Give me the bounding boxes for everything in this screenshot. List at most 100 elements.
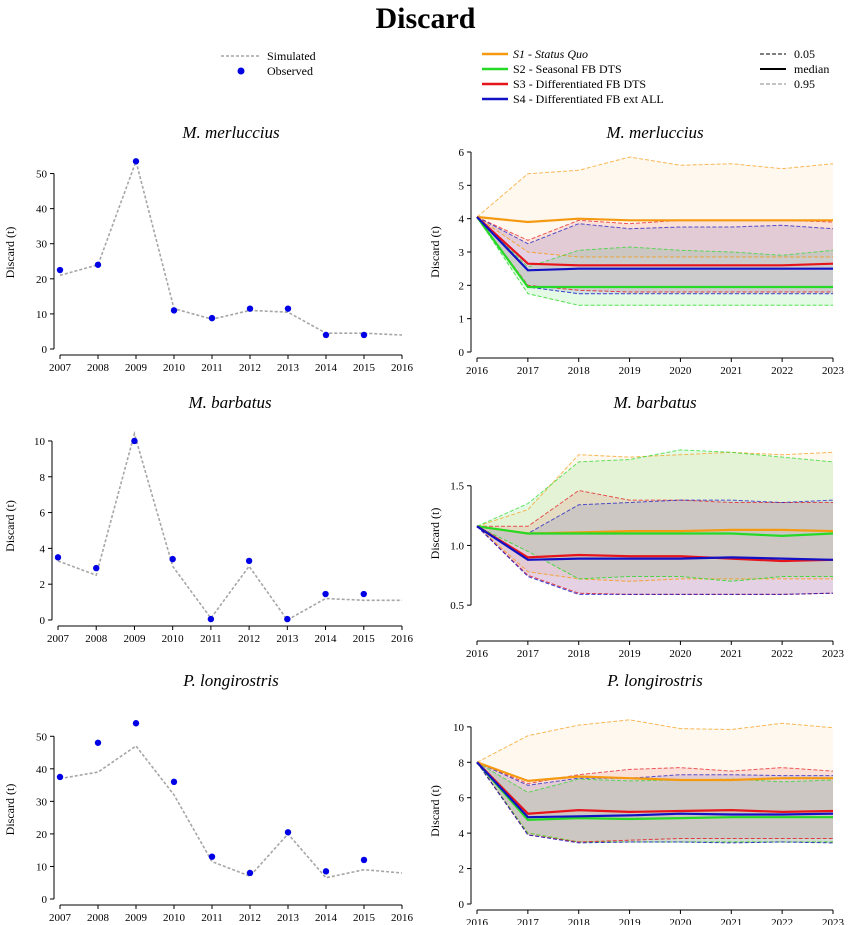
- y-tick-label: 8: [459, 757, 465, 769]
- chart-panel-barbatus-history: M. barbatus 0 2 4 6 8 10 Discard (t) 2007 2008 200…: [3, 393, 414, 645]
- x-tick-label: 2020: [669, 365, 692, 377]
- y-tick-label: 0: [42, 894, 48, 906]
- observed-point: [56, 266, 64, 274]
- x-tick-label: 2013: [276, 633, 299, 645]
- uncertainty-band: [477, 217, 833, 294]
- x-tick-label: 2007: [49, 362, 72, 374]
- median-line: [476, 761, 833, 822]
- x-tick-label: 2008: [87, 912, 110, 924]
- observed-point: [360, 590, 367, 598]
- observed-point: [360, 856, 368, 864]
- panel-title: M. barbatus: [612, 393, 697, 412]
- x-tick-label: 2020: [669, 917, 692, 925]
- x-tick-label: 2017: [517, 648, 540, 660]
- panel-title: P. longirostris: [182, 671, 279, 690]
- q05-line: [476, 762, 834, 844]
- observed-point: [94, 739, 102, 746]
- q95-line: [476, 761, 834, 785]
- q95-line: [476, 761, 834, 793]
- y-tick-label: 1: [459, 314, 465, 326]
- y-tick-label: 50: [36, 169, 48, 181]
- observed-point: [207, 615, 215, 623]
- legend-scenario-item: S2 - Seasonal FB DTS: [482, 62, 622, 76]
- x-tick-label: 2019: [619, 648, 642, 660]
- x-tick-label: 2021: [720, 365, 742, 377]
- x-tick-label: 2014: [315, 633, 338, 645]
- observed-point: [54, 554, 62, 561]
- observed-point: [93, 564, 100, 572]
- y-tick-label: 6: [459, 147, 465, 159]
- y-tick-label: 4: [459, 828, 465, 840]
- x-tick-label: 2020: [669, 648, 692, 660]
- q95-line: [476, 449, 834, 527]
- x-tick-label: 2008: [87, 362, 110, 374]
- y-tick-label: 0: [459, 347, 465, 359]
- observed-point: [208, 853, 216, 860]
- panel-title: M. merluccius: [181, 123, 280, 142]
- x-tick-label: 2023: [822, 648, 845, 660]
- uncertainty-band: [477, 500, 833, 595]
- x-tick-label: 2018: [568, 648, 591, 660]
- x-tick-label: 2019: [619, 917, 642, 925]
- y-tick-label: 2: [459, 864, 465, 876]
- y-tick-label: 3: [459, 247, 465, 259]
- y-tick-label: 50: [36, 731, 48, 743]
- x-tick-label: 2007: [49, 912, 72, 924]
- median-line: [476, 761, 833, 783]
- x-tick-label: 2010: [162, 633, 185, 645]
- observed-point: [208, 314, 216, 322]
- q95-line: [476, 156, 834, 218]
- x-tick-label: 2012: [239, 912, 261, 924]
- y-tick-label: 5: [459, 180, 465, 192]
- q95-line: [477, 489, 833, 527]
- y-tick-label: 4: [40, 543, 46, 555]
- x-tick-label: 2016: [466, 917, 489, 925]
- x-tick-label: 2015: [353, 362, 376, 374]
- y-tick-label: 6: [40, 508, 46, 520]
- observed-point: [322, 590, 329, 598]
- uncertainty-band: [477, 449, 833, 582]
- x-tick-label: 2016: [466, 648, 489, 660]
- observed-point: [246, 869, 254, 877]
- chart-panel-longirostris-history: P. longirostris 0 10 20 30 40 50 Discard (t) 200…: [3, 671, 414, 924]
- uncertainty-band: [477, 217, 833, 306]
- q95-line: [476, 216, 834, 245]
- legend-scenario-label: S3 - Differentiated FB DTS: [513, 77, 646, 91]
- y-tick-label: 30: [36, 796, 48, 808]
- x-tick-label: 2017: [517, 917, 540, 925]
- q95-line: [476, 761, 833, 786]
- y-tick-label: 2: [40, 579, 46, 591]
- x-tick-label: 2017: [517, 365, 540, 377]
- x-tick-label: 2008: [85, 633, 108, 645]
- legend-observed-label: Observed: [267, 64, 313, 78]
- panel-title: M. merluccius: [605, 123, 704, 142]
- observed-point: [246, 305, 254, 312]
- x-tick-label: 2014: [315, 912, 338, 924]
- x-tick-label: 2018: [568, 917, 591, 925]
- legend-scenario-label: S2 - Seasonal FB DTS: [513, 62, 622, 76]
- y-axis-title: Discard (t): [428, 785, 442, 837]
- legend-scenario-item: S1 - Status Quo: [482, 47, 588, 61]
- y-tick-label: 0.5: [450, 600, 464, 612]
- x-tick-label: 2011: [201, 362, 223, 374]
- legend-observed-marker: [237, 67, 245, 75]
- legend-quantiles: 0.05 median 0.95: [760, 47, 829, 91]
- simulated-line: [59, 158, 403, 336]
- q05-line: [476, 216, 833, 295]
- x-tick-label: 2015: [353, 633, 376, 645]
- y-axis-title: Discard (t): [3, 500, 17, 552]
- x-tick-label: 2012: [239, 362, 261, 374]
- x-tick-label: 2023: [822, 365, 845, 377]
- chart-panel-merluccius-history: M. merluccius 0 10 20 30 40 50 Discard (t) 2007 2…: [3, 123, 414, 374]
- observed-point: [56, 773, 64, 781]
- observed-point: [170, 307, 178, 314]
- x-tick-label: 2022: [771, 365, 793, 377]
- figure-title: Discard: [375, 2, 476, 35]
- y-tick-label: 10: [453, 722, 465, 734]
- y-tick-label: 2: [459, 280, 465, 292]
- simulated-line: [59, 744, 403, 879]
- q95-line: [476, 451, 834, 527]
- observed-point: [284, 615, 291, 623]
- y-tick-label: 10: [34, 436, 46, 448]
- y-axis-title: Discard (t): [428, 508, 442, 560]
